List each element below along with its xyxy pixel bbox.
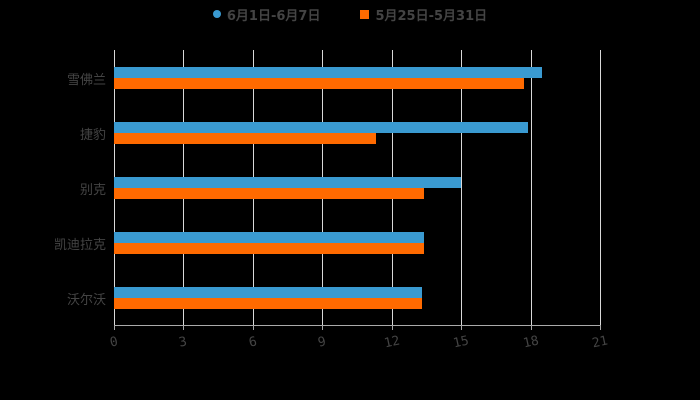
x-tick-label: 6	[247, 334, 259, 351]
x-tick	[114, 325, 115, 330]
x-tick-label: 12	[382, 333, 402, 352]
gridline	[600, 50, 601, 325]
bar-jun1-jun7[interactable]	[114, 66, 543, 78]
bar-jun1-jun7[interactable]	[114, 231, 425, 243]
x-tick-label: 15	[451, 333, 471, 352]
bar-may25-may31[interactable]	[114, 132, 376, 144]
gridline	[461, 50, 462, 325]
bar-may25-may31[interactable]	[114, 297, 422, 309]
legend-item-series-0[interactable]: 6月1日-6月7日	[212, 5, 321, 24]
chart-legend: 6月1日-6月7日 5月25日-5月31日	[0, 4, 700, 24]
gridline	[531, 50, 532, 325]
circle-marker-icon	[212, 10, 221, 18]
legend-label: 5月25日-5月31日	[375, 8, 488, 24]
legend-label: 6月1日-6月7日	[226, 8, 321, 24]
category-label: 凯迪拉克	[53, 237, 106, 253]
x-tick	[253, 325, 254, 330]
x-tick	[322, 325, 323, 330]
bar-may25-may31[interactable]	[114, 187, 425, 199]
x-tick-label: 3	[177, 334, 189, 351]
x-tick	[600, 325, 601, 330]
bar-may25-may31[interactable]	[114, 77, 524, 89]
category-label: 沃尔沃	[66, 292, 106, 308]
x-tick	[183, 325, 184, 330]
square-marker-icon	[360, 9, 370, 19]
x-tick	[392, 325, 393, 330]
bar-jun1-jun7[interactable]	[114, 176, 462, 188]
bar-jun1-jun7[interactable]	[114, 286, 422, 298]
category-label: 别克	[79, 182, 106, 198]
bar-may25-may31[interactable]	[114, 242, 425, 254]
legend-item-series-1[interactable]: 5月25日-5月31日	[360, 5, 487, 24]
x-tick	[531, 325, 532, 330]
x-axis-line	[114, 325, 601, 326]
x-tick-label: 18	[521, 333, 541, 352]
bar-jun1-jun7[interactable]	[114, 121, 529, 133]
x-tick-label: 0	[108, 334, 120, 351]
category-label: 捷豹	[79, 127, 106, 143]
category-label: 雪佛兰	[66, 72, 106, 88]
x-tick-label: 21	[590, 333, 610, 352]
x-tick	[461, 325, 462, 330]
x-tick-label: 9	[316, 334, 328, 351]
